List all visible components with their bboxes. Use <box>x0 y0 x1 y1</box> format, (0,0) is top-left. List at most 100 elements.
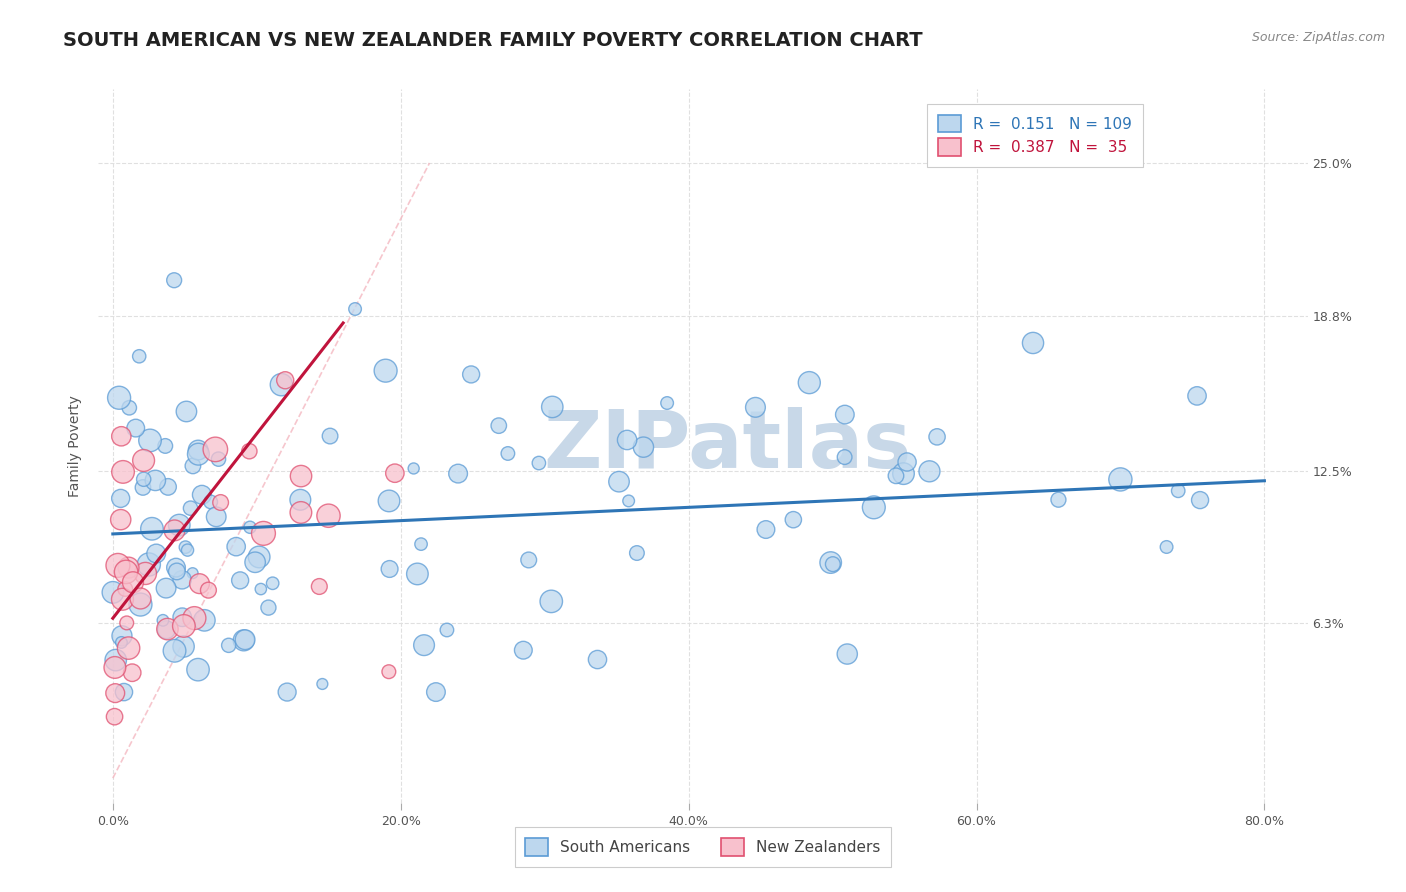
Point <box>152 613 174 627</box>
Point <box>447 467 470 481</box>
Point <box>125 421 148 435</box>
Point <box>233 632 256 647</box>
Point <box>402 461 425 475</box>
Point <box>276 685 298 699</box>
Point <box>205 509 228 524</box>
Point <box>181 566 204 581</box>
Point <box>1109 472 1132 486</box>
Point <box>1156 540 1178 554</box>
Text: Source: ZipAtlas.com: Source: ZipAtlas.com <box>1251 31 1385 45</box>
Point <box>141 522 163 536</box>
Point <box>488 418 510 433</box>
Point <box>821 557 844 571</box>
Point <box>187 663 209 677</box>
Point <box>270 377 292 392</box>
Point <box>425 685 447 699</box>
Point <box>755 523 778 537</box>
Point <box>918 464 941 478</box>
Point <box>512 643 534 657</box>
Point <box>290 492 312 507</box>
Point <box>115 615 138 630</box>
Point <box>374 364 396 378</box>
Point <box>257 600 280 615</box>
Point <box>187 443 209 458</box>
Point <box>204 442 226 457</box>
Point <box>104 653 127 667</box>
Point <box>200 495 222 509</box>
Point <box>820 556 842 570</box>
Point <box>163 273 186 287</box>
Point <box>163 644 186 658</box>
Point <box>155 581 177 595</box>
Point <box>122 575 145 590</box>
Point <box>617 494 640 508</box>
Point <box>378 562 401 576</box>
Point <box>655 396 678 410</box>
Point <box>1167 483 1189 498</box>
Point <box>129 598 152 612</box>
Point <box>243 555 266 569</box>
Point <box>166 565 188 579</box>
Point <box>132 453 155 467</box>
Point <box>290 469 312 483</box>
Point <box>744 401 766 415</box>
Point <box>107 558 129 573</box>
Point <box>104 686 127 700</box>
Point <box>262 576 284 591</box>
Point <box>174 540 197 554</box>
Point <box>540 594 562 608</box>
Point <box>406 566 429 581</box>
Point <box>1185 389 1208 403</box>
Point <box>238 444 260 458</box>
Point <box>218 638 240 652</box>
Point <box>308 579 330 593</box>
Point <box>239 520 262 534</box>
Point <box>165 560 187 574</box>
Text: SOUTH AMERICAN VS NEW ZEALANDER FAMILY POVERTY CORRELATION CHART: SOUTH AMERICAN VS NEW ZEALANDER FAMILY P… <box>63 31 922 50</box>
Point <box>409 537 432 551</box>
Point <box>176 404 198 418</box>
Point <box>378 494 401 508</box>
Point <box>183 611 205 625</box>
Point <box>837 647 859 661</box>
Point <box>181 458 204 473</box>
Point <box>193 613 215 627</box>
Point <box>173 619 195 633</box>
Point <box>496 446 519 460</box>
Point <box>517 553 540 567</box>
Point <box>1189 493 1212 508</box>
Point <box>132 480 155 494</box>
Point <box>318 508 340 523</box>
Point <box>274 373 297 387</box>
Point <box>110 491 132 506</box>
Point <box>782 513 804 527</box>
Point <box>862 500 884 515</box>
Point <box>188 576 211 591</box>
Point <box>311 677 333 691</box>
Point <box>111 629 134 643</box>
Point <box>799 376 821 390</box>
Text: ZIPatlas: ZIPatlas <box>543 407 911 485</box>
Point <box>110 513 132 527</box>
Legend: South Americans, New Zealanders: South Americans, New Zealanders <box>515 828 891 866</box>
Point <box>344 301 367 316</box>
Point <box>232 633 254 648</box>
Point <box>607 475 630 489</box>
Point <box>247 549 270 564</box>
Point <box>250 582 273 596</box>
Point <box>155 623 177 637</box>
Point <box>117 641 139 656</box>
Point <box>1022 335 1045 350</box>
Point <box>101 585 124 599</box>
Point <box>121 665 143 680</box>
Point <box>197 583 219 598</box>
Point <box>378 665 401 679</box>
Point <box>143 474 166 488</box>
Point <box>834 408 856 422</box>
Point <box>541 400 564 414</box>
Point <box>633 440 655 454</box>
Point <box>180 501 202 516</box>
Point <box>319 429 342 443</box>
Point <box>129 591 152 606</box>
Point <box>893 467 915 481</box>
